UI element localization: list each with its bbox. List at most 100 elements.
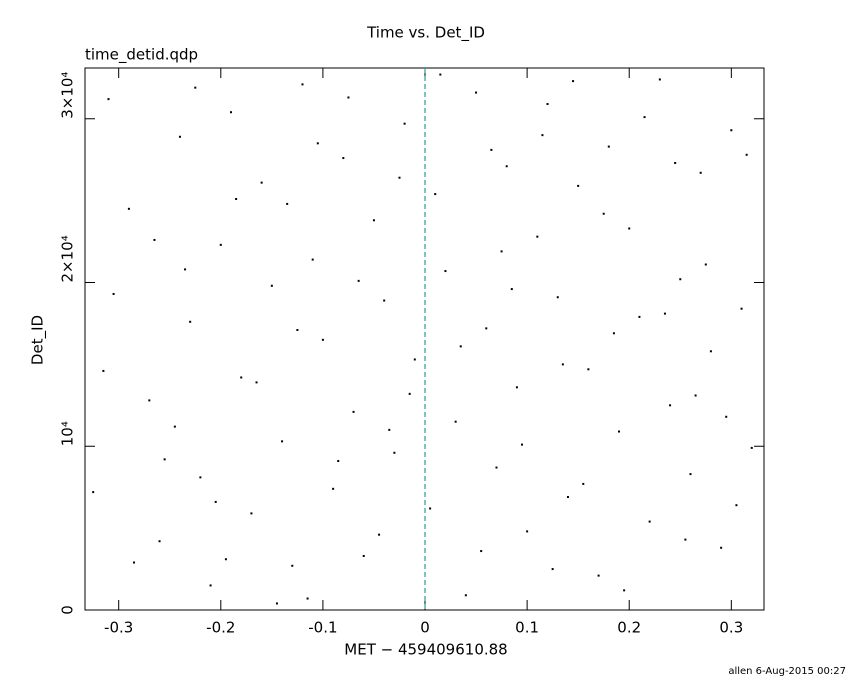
x-tick-label: 0.3 xyxy=(719,619,743,637)
point xyxy=(521,443,524,446)
point xyxy=(250,512,253,515)
point xyxy=(362,554,365,557)
point xyxy=(709,350,712,353)
point xyxy=(224,558,227,561)
point xyxy=(153,238,156,241)
point xyxy=(750,446,753,449)
point xyxy=(551,568,554,571)
point xyxy=(383,299,386,302)
point xyxy=(510,288,513,291)
footer: allen 6-Aug-2015 00:27 xyxy=(728,666,846,677)
point xyxy=(107,98,110,101)
point xyxy=(505,165,508,168)
point xyxy=(638,315,641,318)
point xyxy=(475,91,478,94)
point xyxy=(296,328,299,331)
point xyxy=(597,574,600,577)
y-axis-label: Det_ID xyxy=(29,315,48,365)
point xyxy=(321,338,324,341)
point xyxy=(735,504,738,507)
point xyxy=(745,153,748,156)
point xyxy=(332,487,335,490)
point xyxy=(235,197,238,200)
point xyxy=(587,368,590,371)
point xyxy=(628,227,631,230)
point xyxy=(388,428,391,431)
y-tick-label: 3×10⁴ xyxy=(59,72,77,119)
point xyxy=(393,451,396,454)
point xyxy=(684,538,687,541)
point xyxy=(127,207,130,210)
point xyxy=(255,381,258,384)
point xyxy=(577,184,580,187)
point xyxy=(357,279,360,282)
chart-title: Time vs. Det_ID xyxy=(366,24,485,43)
point xyxy=(495,466,498,469)
point xyxy=(342,157,345,160)
x-tick-label: 0.2 xyxy=(617,619,641,637)
point xyxy=(658,78,661,81)
point xyxy=(669,404,672,407)
point xyxy=(148,399,151,402)
point xyxy=(536,235,539,238)
x-axis-label: MET − 459409610.88 xyxy=(344,641,507,659)
point xyxy=(378,533,381,536)
point xyxy=(618,430,621,433)
point xyxy=(102,369,105,372)
point xyxy=(398,176,401,179)
y-tick-label: 2×10⁴ xyxy=(59,235,77,282)
x-tick-label: -0.1 xyxy=(308,619,337,637)
point xyxy=(173,425,176,428)
point xyxy=(316,142,319,145)
point xyxy=(459,345,462,348)
x-tick-label: -0.3 xyxy=(104,619,133,637)
point xyxy=(178,135,181,138)
point xyxy=(648,520,651,523)
point xyxy=(663,312,666,315)
point xyxy=(602,212,605,215)
point xyxy=(730,129,733,132)
point xyxy=(92,491,95,494)
point xyxy=(556,296,559,299)
x-tick-label: 0 xyxy=(420,619,430,637)
point xyxy=(740,307,743,310)
point xyxy=(403,122,406,125)
point xyxy=(725,415,728,418)
point xyxy=(270,284,273,287)
point xyxy=(347,96,350,99)
point xyxy=(572,80,575,83)
point xyxy=(240,376,243,379)
point xyxy=(500,250,503,253)
point xyxy=(674,161,677,164)
point xyxy=(704,263,707,266)
point xyxy=(291,564,294,567)
point xyxy=(429,507,432,510)
point xyxy=(112,292,115,295)
point xyxy=(720,546,723,549)
point xyxy=(408,392,411,395)
point xyxy=(275,602,278,605)
point xyxy=(219,243,222,246)
point xyxy=(184,268,187,271)
point xyxy=(199,476,202,479)
point xyxy=(163,458,166,461)
point xyxy=(485,327,488,330)
point xyxy=(454,420,457,423)
point xyxy=(607,145,610,148)
point xyxy=(372,219,375,222)
point xyxy=(209,584,212,587)
point xyxy=(281,440,284,443)
point xyxy=(214,500,217,503)
x-tick-label: 0.1 xyxy=(515,619,539,637)
point xyxy=(480,550,483,553)
point xyxy=(337,459,340,462)
chart-subtitle: time_detid.qdp xyxy=(85,46,198,65)
point xyxy=(306,597,309,600)
point xyxy=(301,83,304,86)
x-tick-label: -0.2 xyxy=(206,619,235,637)
point xyxy=(413,358,416,361)
point xyxy=(694,394,697,397)
point xyxy=(546,103,549,106)
point xyxy=(561,363,564,366)
